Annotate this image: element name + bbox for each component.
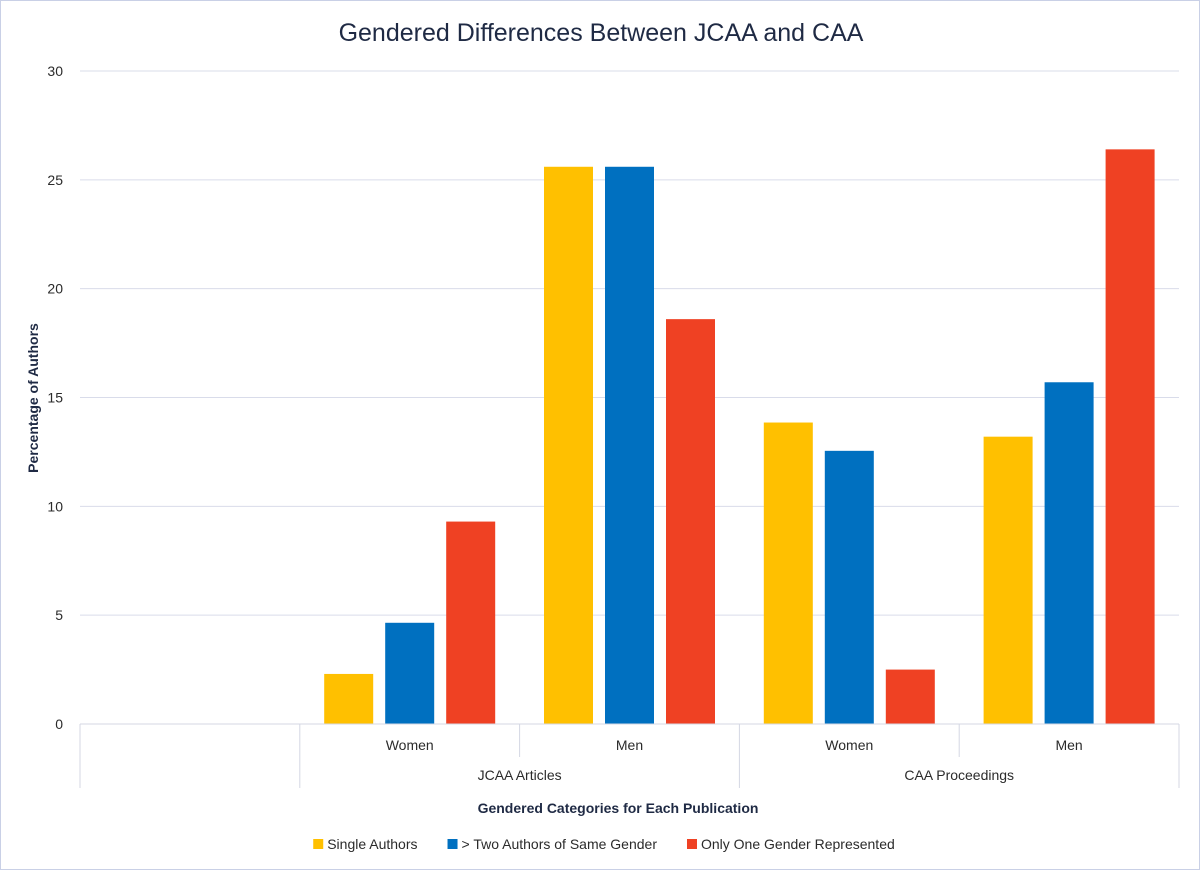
y-tick-labels: 0 5 10 15 20 25 30 xyxy=(47,63,63,732)
category-axis: Women Men Women Men JCAA Articles CAA Proceed… xyxy=(79,723,1180,788)
y-tick-label: 0 xyxy=(55,716,63,732)
bar xyxy=(885,669,935,724)
category-label: Men xyxy=(616,737,643,753)
y-axis-title: Percentage of Authors xyxy=(25,323,41,473)
y-tick-label: 25 xyxy=(47,172,63,188)
bar xyxy=(824,450,874,724)
group-label: JCAA Articles xyxy=(478,767,562,783)
bar xyxy=(446,521,496,724)
chart-title: Gendered Differences Between JCAA and CA… xyxy=(339,19,864,47)
legend-label: Single Authors xyxy=(327,836,417,852)
bar xyxy=(605,166,654,725)
y-tick-label: 30 xyxy=(47,63,63,79)
y-tick-label: 5 xyxy=(55,607,63,623)
legend-swatch xyxy=(686,839,697,849)
bar xyxy=(544,166,593,725)
bar xyxy=(1044,382,1094,724)
bar xyxy=(983,436,1033,724)
category-label: Women xyxy=(825,737,873,753)
legend-swatch xyxy=(447,839,458,849)
y-tick-label: 20 xyxy=(47,281,63,297)
x-axis-title: Gendered Categories for Each Publication xyxy=(478,800,759,816)
bar xyxy=(1105,149,1155,725)
group-label: CAA Proceedings xyxy=(904,767,1014,783)
legend-label: > Two Authors of Same Gender xyxy=(462,836,658,852)
bar xyxy=(385,622,435,724)
bar xyxy=(666,319,715,724)
y-tick-label: 10 xyxy=(47,498,63,514)
bar xyxy=(324,673,374,724)
legend-swatch xyxy=(313,839,324,849)
category-label: Women xyxy=(386,737,434,753)
bar xyxy=(763,422,813,724)
legend: Single Authors > Two Authors of Same Gend… xyxy=(313,836,895,852)
category-label: Men xyxy=(1055,737,1082,753)
legend-label: Only One Gender Represented xyxy=(701,836,895,852)
y-tick-label: 15 xyxy=(47,390,63,406)
bars xyxy=(324,149,1155,725)
